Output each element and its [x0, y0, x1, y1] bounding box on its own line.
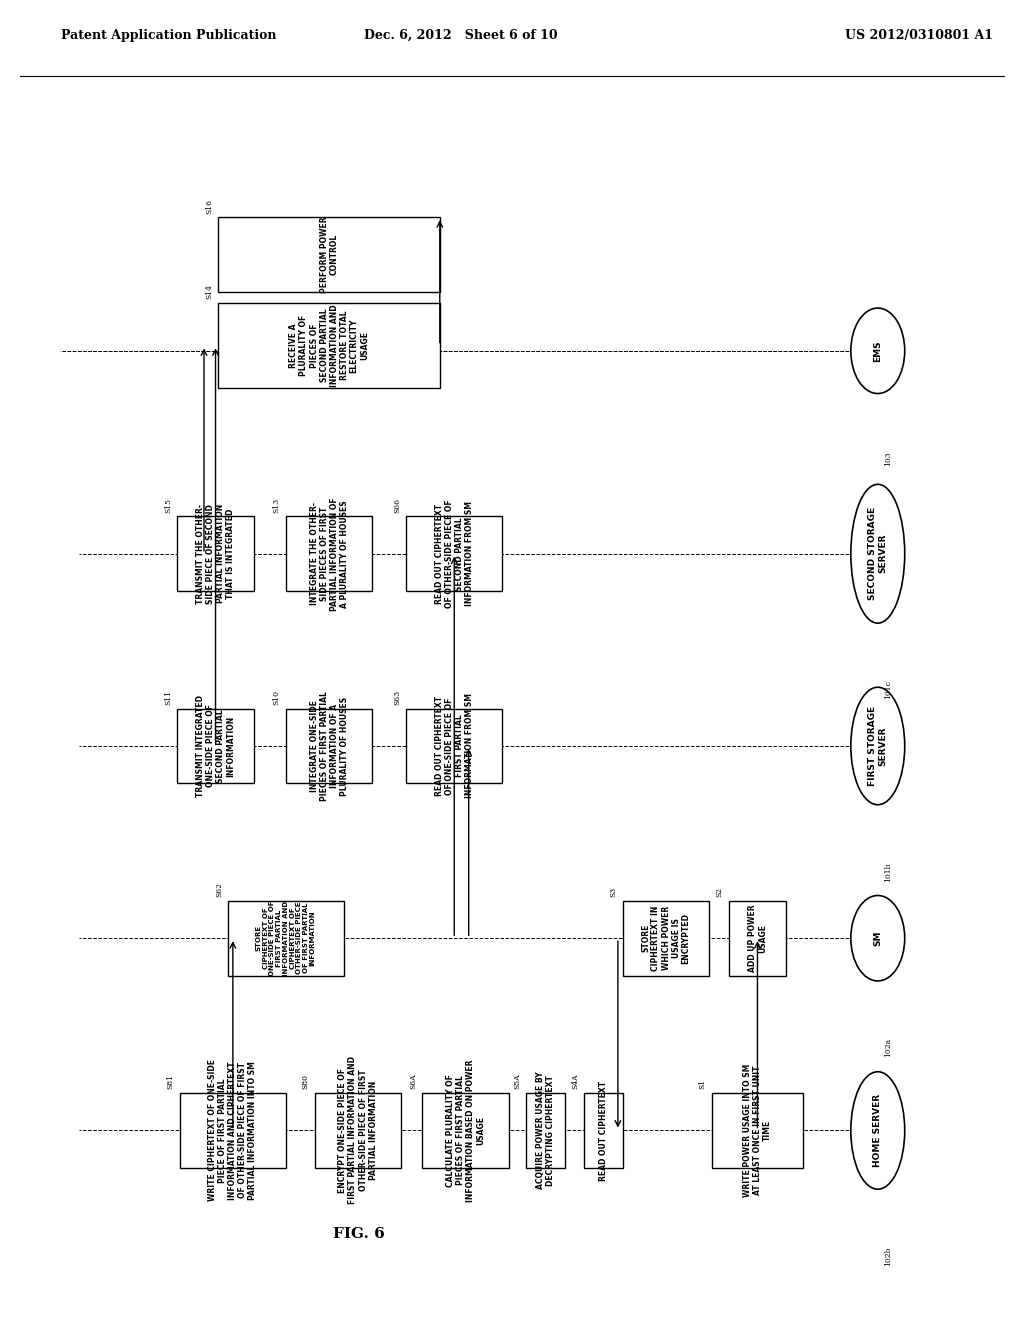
- Text: S5A: S5A: [513, 1073, 521, 1089]
- FancyBboxPatch shape: [286, 516, 373, 591]
- Text: SM: SM: [873, 931, 883, 946]
- Text: ENCRYPT ONE-SIDE PIECE OF
FIRST PARTIAL INFORMATION AND
OTHER-SIDE PIECE OF FIRS: ENCRYPT ONE-SIDE PIECE OF FIRST PARTIAL …: [338, 1056, 378, 1204]
- Text: INTEGRATE THE OTHER-
SIDE PIECES OF FIRST
PARTIAL INFORMATION OF
A PLURALITY OF : INTEGRATE THE OTHER- SIDE PIECES OF FIRS…: [309, 496, 349, 611]
- Text: Patent Application Publication: Patent Application Publication: [61, 29, 276, 42]
- Text: S1: S1: [698, 1080, 707, 1089]
- FancyBboxPatch shape: [526, 1093, 565, 1168]
- Text: TRANSMIT INTEGRATED
ONE-SIDE PIECE OF
SECOND PARTIAL
INFORMATION: TRANSMIT INTEGRATED ONE-SIDE PIECE OF SE…: [196, 694, 236, 797]
- Text: S3: S3: [609, 887, 617, 898]
- Text: S4A: S4A: [571, 1073, 579, 1089]
- FancyBboxPatch shape: [177, 516, 254, 591]
- Text: 101c: 101c: [884, 681, 892, 700]
- Text: ADD UP POWER
USAGE: ADD UP POWER USAGE: [748, 904, 767, 972]
- FancyBboxPatch shape: [180, 1093, 286, 1168]
- Text: SECOND STORAGE
SERVER: SECOND STORAGE SERVER: [868, 507, 888, 601]
- Ellipse shape: [851, 1072, 905, 1189]
- Text: S63: S63: [393, 690, 401, 705]
- Text: READ OUT CIPHERTEXT
OF ONE-SIDE PIECE OF
FIRST PARTIAL
INFORMATION FROM SM: READ OUT CIPHERTEXT OF ONE-SIDE PIECE OF…: [434, 693, 474, 799]
- Text: ACQUIRE POWER USAGE BY
DECRYPTING CIPHERTEXT: ACQUIRE POWER USAGE BY DECRYPTING CIPHER…: [537, 1072, 555, 1189]
- Text: INTEGRATE ONE-SIDE
PIECES OF FIRST PARTIAL
INFORMATION OF A
PLURALITY OF HOUSES: INTEGRATE ONE-SIDE PIECES OF FIRST PARTI…: [309, 692, 349, 801]
- Text: S62: S62: [215, 882, 223, 898]
- FancyBboxPatch shape: [218, 218, 440, 292]
- Text: S13: S13: [272, 498, 281, 512]
- Text: S80: S80: [301, 1074, 309, 1089]
- Text: 101b: 101b: [884, 862, 892, 882]
- FancyBboxPatch shape: [729, 900, 786, 975]
- FancyBboxPatch shape: [407, 516, 503, 591]
- Ellipse shape: [851, 308, 905, 393]
- FancyBboxPatch shape: [314, 1093, 401, 1168]
- FancyBboxPatch shape: [407, 709, 503, 783]
- Text: 102b: 102b: [884, 1246, 892, 1266]
- Text: WRITE POWER USAGE INTO SM
AT LEAST ONCE IN FIRST UNIT
TIME: WRITE POWER USAGE INTO SM AT LEAST ONCE …: [742, 1064, 772, 1197]
- Text: S11: S11: [164, 690, 172, 705]
- Text: HOME SERVER: HOME SERVER: [873, 1094, 883, 1167]
- Text: S16: S16: [205, 198, 213, 214]
- Text: READ OUT CIPHERTEXT: READ OUT CIPHERTEXT: [599, 1080, 608, 1180]
- Text: S14: S14: [205, 284, 213, 300]
- Text: S81: S81: [167, 1074, 175, 1089]
- FancyBboxPatch shape: [712, 1093, 803, 1168]
- Ellipse shape: [851, 688, 905, 805]
- FancyBboxPatch shape: [228, 900, 344, 975]
- Text: 102a: 102a: [884, 1039, 892, 1057]
- Text: READ OUT CIPHERTEXT
OF OTHER-SIDE PIECE OF
SECOND PARTIAL
INFORMATION FROM SM: READ OUT CIPHERTEXT OF OTHER-SIDE PIECE …: [434, 499, 474, 609]
- FancyBboxPatch shape: [423, 1093, 509, 1168]
- FancyBboxPatch shape: [218, 302, 440, 388]
- Text: S6A: S6A: [410, 1073, 418, 1089]
- Text: S66: S66: [393, 498, 401, 512]
- FancyBboxPatch shape: [177, 709, 254, 783]
- Text: EMS: EMS: [873, 341, 883, 362]
- FancyBboxPatch shape: [286, 709, 373, 783]
- Text: S10: S10: [272, 690, 281, 705]
- Text: Dec. 6, 2012   Sheet 6 of 10: Dec. 6, 2012 Sheet 6 of 10: [364, 29, 558, 42]
- Text: RECEIVE A
PLURALITY OF
PIECES OF
SECOND PARTIAL
INFORMATION AND
RESTORE TOTAL
EL: RECEIVE A PLURALITY OF PIECES OF SECOND …: [290, 304, 369, 387]
- Text: FIRST STORAGE
SERVER: FIRST STORAGE SERVER: [868, 706, 888, 785]
- Text: STORE
CIPHERTEXT IN
WHICH POWER
USAGE IS
ENCRYPTED: STORE CIPHERTEXT IN WHICH POWER USAGE IS…: [641, 906, 690, 972]
- FancyBboxPatch shape: [623, 900, 710, 975]
- Text: CALCULATE PLURALITY OF
PIECES OF FIRST PARTIAL
INFORMATION BASED ON POWER
USAGE: CALCULATE PLURALITY OF PIECES OF FIRST P…: [446, 1059, 485, 1201]
- Text: TRANSMIT THE OTHER-
SIDE PIECE OF SECOND
PARTIAL INFORMATION
THAT IS INTEGRATED: TRANSMIT THE OTHER- SIDE PIECE OF SECOND…: [196, 504, 236, 603]
- Ellipse shape: [851, 484, 905, 623]
- Text: STORE
CIPHERTEXT OF
ONE-SIDE PIECE OF
FIRST PARTIAL
INFORMATION AND
CIPHERTEXT O: STORE CIPHERTEXT OF ONE-SIDE PIECE OF FI…: [256, 900, 315, 975]
- Text: WRITE CIPHERTEXT OF ONE-SIDE
PIECE OF FIRST PARTIAL
INFORMATION AND CIPHERTEXT
O: WRITE CIPHERTEXT OF ONE-SIDE PIECE OF FI…: [208, 1060, 257, 1201]
- Text: FIG. 6: FIG. 6: [333, 1228, 384, 1241]
- Text: S2: S2: [716, 887, 723, 898]
- Text: PERFORM POWER
CONTROL: PERFORM POWER CONTROL: [319, 216, 339, 293]
- Text: S15: S15: [164, 498, 172, 512]
- Ellipse shape: [851, 895, 905, 981]
- Text: 103: 103: [884, 451, 892, 466]
- Text: US 2012/0310801 A1: US 2012/0310801 A1: [845, 29, 993, 42]
- FancyBboxPatch shape: [584, 1093, 623, 1168]
